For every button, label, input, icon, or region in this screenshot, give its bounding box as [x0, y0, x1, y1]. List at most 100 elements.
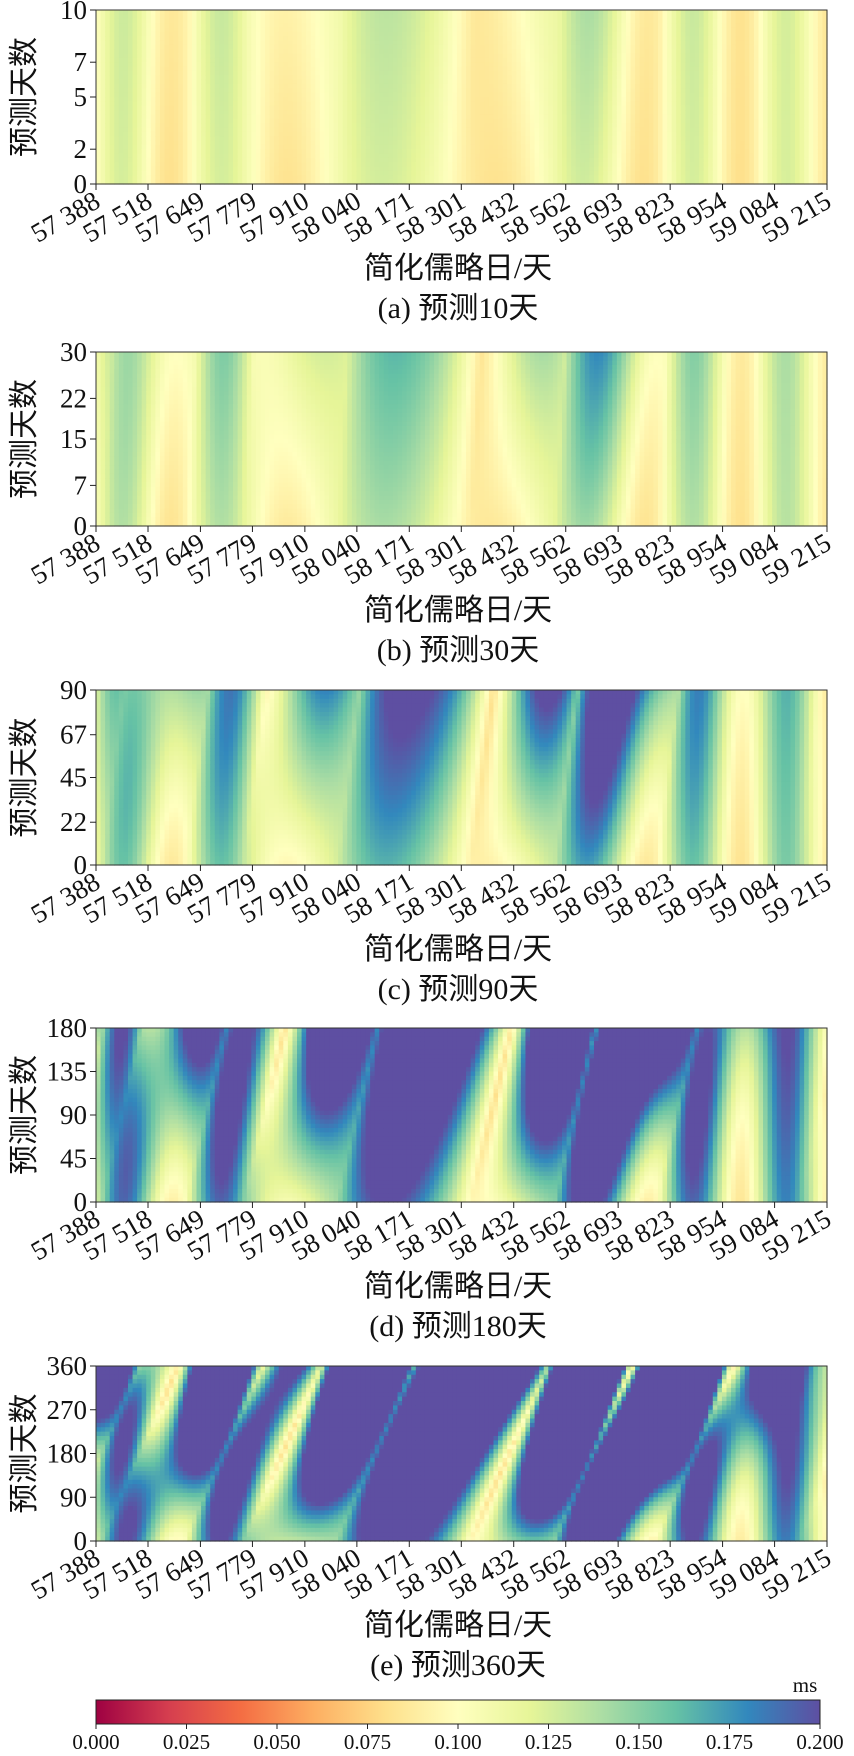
heatmap-cell: [429, 105, 435, 111]
heatmap-cell: [630, 166, 636, 172]
heatmap-cell: [214, 88, 220, 94]
heatmap-cell: [283, 31, 289, 37]
heatmap-cell: [539, 31, 545, 37]
heatmap-cell: [498, 53, 504, 59]
heatmap-cell: [616, 140, 623, 146]
heatmap-cell: [543, 79, 549, 85]
heatmap-cell: [127, 75, 134, 81]
heatmap-cell: [507, 123, 513, 129]
heatmap-cell: [644, 162, 650, 168]
heatmap-cell: [488, 153, 495, 159]
heatmap-cell: [260, 14, 266, 20]
heatmap-cell: [507, 179, 513, 185]
heatmap-cell: [580, 179, 586, 185]
heatmap-cell: [466, 83, 472, 89]
heatmap-cell: [612, 170, 618, 176]
heatmap-cell: [269, 114, 275, 120]
heatmap-cell: [347, 131, 353, 137]
heatmap-cell: [347, 175, 353, 181]
heatmap-cell: [630, 62, 636, 68]
heatmap-cell: [315, 123, 321, 129]
heatmap-cell: [210, 157, 216, 163]
heatmap-cell: [493, 136, 499, 142]
heatmap-cell: [534, 166, 540, 172]
heatmap-cell: [612, 10, 618, 15]
heatmap-cell: [118, 44, 125, 50]
heatmap-cell: [338, 170, 344, 176]
heatmap-cell: [306, 14, 312, 20]
heatmap-cell: [434, 110, 440, 115]
heatmap-cell: [146, 23, 152, 28]
heatmap-cell: [178, 179, 184, 185]
heatmap-cell: [283, 27, 289, 33]
heatmap-cell: [278, 131, 284, 137]
heatmap-cell: [424, 166, 431, 172]
heatmap-cell: [214, 140, 220, 146]
heatmap-cell: [278, 10, 284, 15]
heatmap-cell: [479, 79, 485, 85]
heatmap-cell: [150, 179, 156, 185]
heatmap-cell: [269, 27, 275, 33]
heatmap-cell: [466, 118, 472, 124]
heatmap-cell: [100, 18, 106, 24]
heatmap-cell: [575, 157, 581, 163]
heatmap-cell: [356, 27, 362, 33]
heatmap-cell: [456, 10, 463, 15]
heatmap-cell: [415, 14, 421, 20]
heatmap-cell: [278, 153, 284, 159]
heatmap-cell: [214, 144, 220, 150]
heatmap-cell: [520, 36, 527, 42]
heatmap-cell: [100, 162, 106, 168]
heatmap-cell: [306, 70, 312, 76]
heatmap-cell: [520, 18, 527, 24]
heatmap-cell: [205, 127, 211, 133]
heatmap-cell: [159, 123, 166, 129]
heatmap-cell: [461, 127, 467, 133]
heatmap-cell: [251, 127, 257, 133]
heatmap-cell: [662, 62, 668, 68]
heatmap-cell: [552, 127, 559, 133]
heatmap-cell: [310, 131, 316, 137]
heatmap-cell: [246, 144, 252, 150]
heatmap-cell: [191, 44, 198, 50]
heatmap-cell: [420, 31, 426, 37]
heatmap-cell: [306, 44, 312, 50]
heatmap-cell: [191, 18, 198, 24]
heatmap-cell: [164, 83, 170, 89]
heatmap-cell: [123, 62, 129, 68]
heatmap-cell: [297, 110, 303, 115]
heatmap-cell: [251, 66, 257, 72]
heatmap-cell: [593, 79, 600, 85]
heatmap-cell: [242, 83, 248, 89]
heatmap-cell: [571, 136, 577, 142]
heatmap-cell: [461, 157, 467, 163]
heatmap-cell: [233, 144, 239, 150]
heatmap-cell: [438, 101, 444, 107]
heatmap-cell: [424, 105, 431, 111]
heatmap-cell: [182, 170, 188, 176]
heatmap-cell: [228, 118, 234, 124]
heatmap-cell: [260, 44, 266, 50]
heatmap-cell: [283, 110, 289, 115]
heatmap-cell: [406, 27, 412, 33]
heatmap-cell: [214, 49, 220, 55]
heatmap-cell: [356, 179, 362, 185]
heatmap-cell: [246, 101, 252, 107]
heatmap-cell: [187, 101, 193, 107]
heatmap-cell: [580, 31, 586, 37]
heatmap-cell: [653, 149, 659, 155]
heatmap-cell: [402, 162, 408, 168]
heatmap-cell: [516, 170, 522, 176]
heatmap-cell: [383, 110, 389, 115]
heatmap-cell: [297, 127, 303, 133]
heatmap-cell: [191, 170, 198, 176]
heatmap-cell: [589, 140, 595, 146]
heatmap-cell: [443, 105, 449, 111]
heatmap-cell: [397, 149, 403, 155]
heatmap-cell: [178, 162, 184, 168]
heatmap-cell: [630, 110, 636, 115]
heatmap-cell: [146, 97, 152, 102]
heatmap-cell: [255, 118, 262, 124]
heatmap-cell: [566, 170, 572, 176]
heatmap-cell: [525, 18, 531, 24]
